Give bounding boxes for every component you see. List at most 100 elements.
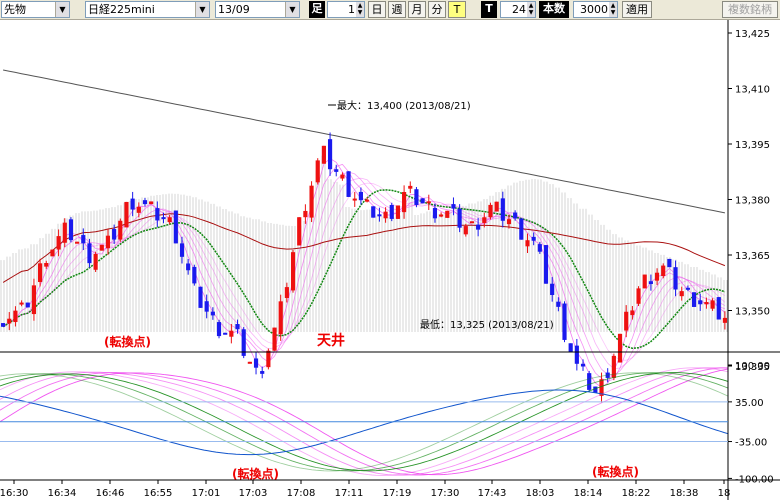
oscillator-signal-line: [0, 389, 729, 456]
x-tick-label: 18:22: [622, 488, 651, 499]
period-week-button[interactable]: 週: [388, 1, 406, 18]
candle-body: [395, 205, 401, 219]
candle-body: [630, 310, 635, 316]
count-label: 本数: [539, 1, 569, 18]
oscillator-fast-line: [0, 367, 729, 476]
candle-body: [87, 243, 92, 264]
chart-area: 13,425 13,410 13,395 13,380 13,365 13,350 13,3…: [0, 20, 780, 500]
candle-body: [223, 332, 228, 335]
x-tick-label: 16:34: [48, 488, 77, 499]
candle-body: [389, 204, 394, 219]
oscillator-slow-line: [0, 372, 729, 472]
y-tick-label: 13,410: [735, 85, 770, 96]
x-tick-label: 16:30: [0, 488, 28, 499]
candle-body: [216, 322, 222, 337]
candle-body: [426, 201, 431, 204]
x-tick-label: 17:19: [383, 488, 412, 499]
long-ma-line: [2, 213, 726, 283]
candle-body: [371, 206, 376, 218]
y-tick-label: 13,365: [735, 251, 770, 262]
x-tick-label: 17:30: [431, 488, 460, 499]
x-tick-label: 18:14: [574, 488, 603, 499]
oscillator-lines: [0, 367, 729, 476]
mid-ma-line: [2, 189, 726, 350]
tick-value-input[interactable]: 24 ▲ ▼: [500, 1, 536, 18]
spinner-icon[interactable]: ▲ ▼: [527, 2, 535, 17]
candle-body: [173, 210, 178, 244]
candle-body: [439, 214, 444, 217]
bar-value-input[interactable]: 1 ▲ ▼: [327, 1, 365, 18]
candle-body: [710, 300, 715, 309]
oscillator-fast-line: [0, 367, 728, 476]
y-tick-label: 13,380: [735, 196, 770, 207]
candle-body: [155, 208, 160, 221]
period-month-button[interactable]: 月: [408, 1, 426, 18]
candle-body: [81, 235, 86, 244]
spinner-icon[interactable]: ▲ ▼: [356, 2, 364, 17]
candle-body: [568, 343, 573, 353]
candle-body: [451, 204, 456, 209]
period-day-button[interactable]: 日: [368, 1, 386, 18]
candle-body: [593, 386, 598, 393]
candle-body: [414, 189, 419, 205]
candle-body: [562, 303, 567, 340]
candle-body: [25, 302, 30, 308]
candle-body: [149, 201, 154, 205]
compare-button[interactable]: 複数銘柄: [722, 1, 778, 18]
candle-body: [722, 317, 727, 323]
candle-body: [327, 139, 333, 170]
candle-body: [62, 222, 67, 243]
candle-body: [488, 204, 493, 218]
candle-body: [167, 217, 172, 223]
candle-body: [210, 311, 215, 316]
min-annotation: 最低：13,325 (2013/08/21): [420, 318, 554, 331]
candle-body: [284, 287, 289, 299]
candle-body: [624, 311, 629, 331]
market-select[interactable]: 先物 ▼: [1, 1, 70, 18]
count-value: 3000: [580, 3, 608, 16]
x-tick-label: 17:01: [192, 488, 221, 499]
apply-button[interactable]: 適用: [622, 1, 652, 18]
contract-value: 13/09: [218, 3, 250, 16]
candle-body: [432, 208, 438, 219]
oscillator-slow-line: [0, 372, 729, 472]
candle-body: [716, 297, 721, 320]
contract-select[interactable]: 13/09 ▼: [215, 1, 300, 18]
candle-body: [186, 263, 191, 271]
spinner-icon[interactable]: ▲ ▼: [609, 2, 617, 17]
longest-ma-line: [3, 69, 726, 214]
candle-body: [247, 361, 252, 364]
candle-body: [673, 267, 678, 290]
candle-body: [642, 274, 647, 289]
candle-body: [494, 201, 499, 212]
tick-value: 24: [512, 3, 526, 16]
candle-body: [112, 229, 117, 240]
instrument-select[interactable]: 日経225mini ▼: [85, 1, 210, 18]
chevron-down-icon: ▼: [285, 2, 299, 17]
candle-body: [303, 210, 308, 218]
candle-body: [550, 283, 555, 296]
candle-body: [179, 243, 185, 257]
candle-body: [7, 318, 12, 324]
moving-average-lines: [2, 69, 726, 388]
x-tick-label: 17:08: [287, 488, 316, 499]
candle-body: [519, 218, 524, 240]
turning-point-label: (転換点): [104, 334, 151, 349]
count-value-input[interactable]: 3000 ▲ ▼: [573, 1, 618, 18]
period-minute-button[interactable]: 分: [428, 1, 446, 18]
candle-body: [580, 363, 586, 367]
candle-body: [290, 252, 296, 291]
candle-body: [543, 245, 549, 284]
candle-body: [457, 208, 462, 228]
chart-axes: 13,425 13,410 13,395 13,380 13,365 13,350 13,3…: [0, 20, 780, 500]
period-tick-button[interactable]: T: [448, 1, 466, 18]
candle-body: [253, 358, 259, 368]
candle-body: [198, 286, 203, 308]
candle-body: [13, 310, 18, 323]
candle-body: [617, 333, 623, 363]
candle-body: [118, 220, 123, 240]
candle-body: [513, 212, 518, 219]
short-ma-line: [2, 177, 726, 370]
candle-body: [685, 287, 690, 290]
candle-body: [142, 200, 148, 205]
